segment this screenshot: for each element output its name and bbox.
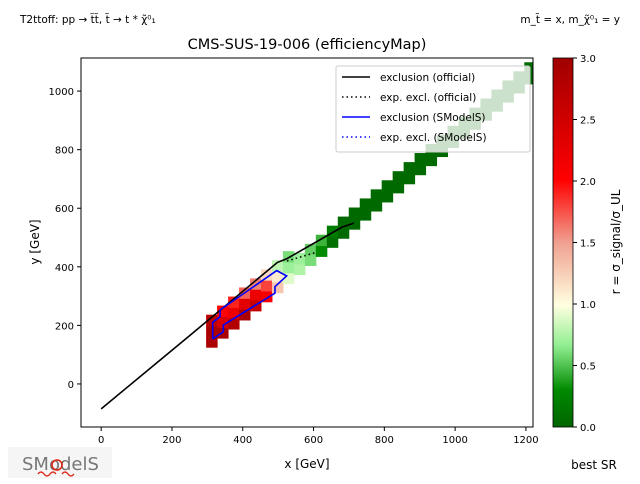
series-line bbox=[286, 251, 316, 262]
heatmap-cell bbox=[250, 278, 262, 290]
x-tick-label: 1200 bbox=[513, 435, 538, 446]
heatmap-cell bbox=[414, 163, 427, 176]
heatmap-cell bbox=[293, 252, 306, 265]
heatmap-cell bbox=[315, 245, 328, 257]
heatmap-cell bbox=[293, 263, 306, 276]
logo-vertex-icon bbox=[51, 459, 63, 471]
heatmap-cell bbox=[282, 272, 295, 285]
heatmap-cell bbox=[359, 209, 372, 221]
heatmap-cell bbox=[348, 207, 361, 219]
heatmap-cell bbox=[326, 225, 339, 237]
heatmap-cell bbox=[348, 218, 361, 230]
colorbar-tick-label: 1.0 bbox=[580, 300, 596, 311]
heatmap-cell bbox=[425, 154, 438, 167]
heatmap-cell bbox=[282, 261, 295, 274]
heatmap-cell bbox=[260, 290, 273, 303]
x-axis-label: x [GeV] bbox=[284, 457, 329, 471]
heatmap-cell bbox=[414, 153, 427, 165]
x-tick-label: 400 bbox=[233, 435, 252, 446]
x-tick-label: 0 bbox=[98, 435, 104, 446]
logo-text: SModelS bbox=[22, 454, 99, 475]
heatmap-cell bbox=[239, 309, 251, 321]
mass-label: m_t̃ = x, m_χ̃⁰₁ = y bbox=[520, 13, 620, 26]
heatmap-cell bbox=[304, 243, 317, 256]
best-sr-label: best SR bbox=[571, 458, 617, 472]
chart-title: CMS-SUS-19-006 (efficiencyMap) bbox=[188, 37, 427, 53]
heatmap-cell bbox=[206, 314, 218, 327]
heatmap-cell bbox=[337, 216, 350, 228]
y-tick-label: 800 bbox=[55, 146, 74, 157]
heatmap-cell bbox=[381, 180, 394, 192]
colorbar-tick-label: 2.0 bbox=[580, 177, 596, 188]
heatmap-cell bbox=[271, 271, 284, 283]
legend-entry: exclusion (SModelS) bbox=[380, 112, 486, 124]
heatmap-cell bbox=[304, 254, 317, 266]
legend: exclusion (official) exp. excl. (official… bbox=[335, 65, 531, 153]
heatmap-cell bbox=[370, 189, 383, 201]
heatmap-cell bbox=[403, 172, 416, 185]
heatmap-cell bbox=[228, 307, 240, 319]
heatmap-cell bbox=[228, 296, 240, 308]
x-tick-label: 600 bbox=[304, 435, 323, 446]
x-axis-ticks: 0 200 400 600 800 1000 1200 bbox=[98, 427, 539, 446]
heatmap-cell bbox=[315, 234, 328, 247]
heatmap-cell bbox=[326, 236, 339, 248]
colorbar-tick-label: 3.0 bbox=[580, 54, 596, 65]
y-axis-label: y [GeV] bbox=[28, 219, 42, 264]
heatmap-cell bbox=[260, 269, 273, 281]
heatmap-cell bbox=[228, 318, 240, 330]
heatmap-cell bbox=[392, 171, 405, 183]
heatmap-cell bbox=[271, 260, 284, 272]
heatmap-cell bbox=[337, 227, 350, 239]
heatmap-cell bbox=[206, 336, 218, 348]
heatmap-cell bbox=[239, 298, 251, 310]
x-tick-label: 1000 bbox=[442, 435, 467, 446]
colorbar-label: r = σ_signal/σ_UL bbox=[609, 189, 623, 294]
y-tick-label: 0 bbox=[68, 380, 74, 391]
series-line bbox=[211, 269, 289, 340]
y-tick-label: 600 bbox=[55, 204, 74, 215]
heatmap-cell bbox=[250, 289, 262, 301]
heatmap-cell bbox=[403, 162, 416, 174]
exclusion-lines bbox=[100, 222, 355, 410]
colorbar-ticks: 0.0 0.5 1.0 1.5 2.0 2.5 3.0 bbox=[573, 54, 596, 434]
heatmap-cell bbox=[217, 305, 229, 317]
legend-entry: exp. excl. (official) bbox=[380, 92, 476, 104]
plot-frame bbox=[80, 57, 534, 428]
y-axis-ticks: 0 200 400 600 800 1000 bbox=[49, 87, 81, 391]
heatmap-cell bbox=[206, 325, 218, 337]
heatmap-cell bbox=[359, 198, 372, 210]
legend-box bbox=[335, 65, 531, 153]
process-label: T2ttoff: pp → t̃t̃, t̃ → t * χ̃⁰₁ bbox=[19, 13, 156, 26]
y-tick-label: 200 bbox=[55, 321, 74, 332]
heatmap-cell bbox=[370, 200, 383, 212]
colorbar-tick-label: 1.5 bbox=[580, 239, 596, 250]
heatmap-cell bbox=[381, 191, 394, 203]
smodels-logo: SModelS bbox=[8, 447, 112, 478]
colorbar-tick-label: 0.0 bbox=[580, 423, 596, 434]
colorbar-tick-label: 2.5 bbox=[580, 116, 596, 127]
heatmap-cell bbox=[217, 316, 229, 328]
y-tick-label: 400 bbox=[55, 263, 74, 274]
colorbar-tick-label: 0.5 bbox=[580, 362, 596, 373]
heatmap-cell bbox=[260, 280, 273, 292]
heatmap-cell bbox=[271, 281, 284, 294]
y-tick-label: 1000 bbox=[49, 87, 74, 98]
series-line bbox=[100, 222, 355, 410]
colorbar bbox=[552, 57, 574, 428]
heatmap-cell bbox=[392, 182, 405, 194]
x-tick-label: 200 bbox=[162, 435, 181, 446]
legend-entry: exclusion (official) bbox=[380, 72, 475, 84]
x-tick-label: 800 bbox=[375, 435, 394, 446]
legend-entry: exp. excl. (SModelS) bbox=[380, 132, 487, 144]
